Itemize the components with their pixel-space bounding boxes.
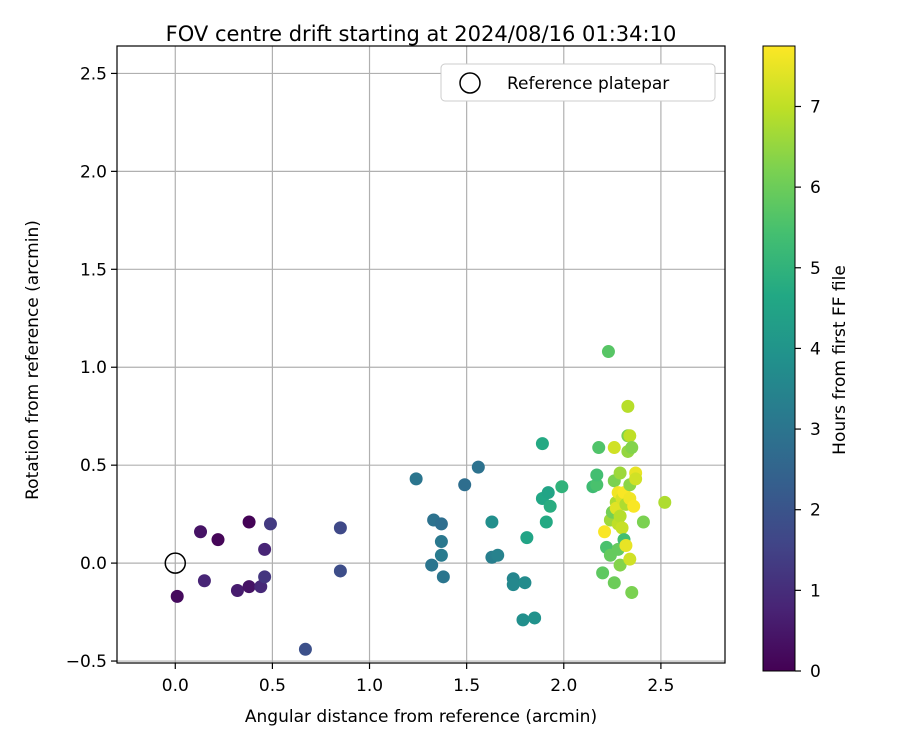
data-point: [425, 558, 439, 572]
data-point: [613, 558, 627, 572]
data-point: [636, 515, 650, 529]
data-point: [607, 441, 621, 455]
data-point: [263, 517, 277, 531]
data-point: [458, 478, 472, 492]
data-point: [621, 399, 635, 413]
data-point: [516, 613, 530, 627]
data-point: [607, 576, 621, 590]
data-point: [491, 548, 505, 562]
colorbar-tick-label: 3: [810, 420, 821, 440]
colorbar-tick-label: 2: [810, 501, 821, 521]
y-tick-label: 1.0: [80, 358, 107, 378]
data-point: [506, 578, 520, 592]
data-point: [485, 515, 499, 529]
data-point: [528, 611, 542, 625]
data-point: [436, 570, 450, 584]
reference-platepar-marker: [164, 552, 187, 574]
colorbar-tick-label: 0: [810, 662, 821, 682]
y-tick-label: 2.5: [80, 64, 107, 84]
x-axis-label: Angular distance from reference (arcmin): [245, 707, 597, 727]
data-point: [629, 472, 643, 486]
data-point: [434, 517, 448, 531]
x-tick-label: 1.0: [356, 676, 383, 696]
data-point: [535, 437, 549, 451]
data-point: [211, 533, 225, 547]
data-point: [658, 495, 672, 509]
colorbar-tick-label: 7: [810, 97, 821, 117]
data-point: [613, 466, 627, 480]
y-axis-label: Rotation from reference (arcmin): [23, 220, 43, 500]
x-tick-label: 1.5: [453, 676, 480, 696]
data-point: [170, 589, 184, 603]
data-point: [242, 580, 256, 594]
colorbar-tick-label: 1: [810, 581, 821, 601]
data-point: [601, 345, 615, 359]
data-point: [434, 548, 448, 562]
plot-area: [117, 46, 725, 663]
data-point: [254, 580, 268, 594]
y-tick-label: 0.0: [80, 554, 107, 574]
data-point: [625, 585, 639, 599]
y-tick-label: 1.5: [80, 260, 107, 280]
colorbar-label: Hours from first FF file: [830, 265, 850, 455]
data-point: [623, 552, 637, 566]
data-point: [242, 515, 256, 529]
x-tick-label: 0.5: [259, 676, 286, 696]
data-point: [409, 472, 423, 486]
legend-label: Reference platepar: [507, 74, 669, 94]
data-point: [613, 509, 627, 523]
data-point: [596, 566, 610, 580]
data-point: [197, 574, 211, 588]
data-point: [539, 515, 553, 529]
data-point: [333, 564, 347, 578]
y-tick-label: 2.0: [80, 162, 107, 182]
legend-reference-marker: [459, 72, 481, 94]
x-tick-label: 2.5: [647, 676, 674, 696]
plot-frame: [116, 45, 726, 664]
y-tick-label: −0.5: [66, 652, 107, 672]
legend-box: [440, 63, 716, 102]
x-tick-label: 0.0: [162, 676, 189, 696]
data-point: [194, 525, 208, 539]
data-point: [627, 499, 641, 513]
data-point: [590, 478, 604, 492]
data-point: [520, 531, 534, 545]
data-point: [619, 538, 633, 552]
chart-title: FOV centre drift starting at 2024/08/16 …: [166, 22, 677, 46]
scatter-points: [170, 345, 672, 656]
data-point: [298, 642, 312, 656]
data-point: [615, 521, 629, 535]
colorbar: [762, 45, 796, 672]
data-point: [543, 499, 557, 513]
data-point: [623, 429, 637, 443]
data-point: [258, 570, 272, 584]
colorbar-tick-label: 4: [810, 339, 821, 359]
colorbar-tick-label: 5: [810, 259, 821, 279]
data-point: [471, 460, 485, 474]
y-tick-label: 0.5: [80, 456, 107, 476]
legend: Reference platepar: [440, 63, 716, 102]
data-point: [590, 468, 604, 482]
data-point: [625, 441, 639, 455]
data-point: [518, 576, 532, 590]
data-point: [434, 535, 448, 549]
data-point: [555, 480, 569, 494]
data-point: [230, 584, 244, 598]
y-axis-ticks: −0.5 0.0 0.5 1.0 1.5 2.0 2.5: [66, 64, 117, 672]
x-axis-ticks: 0.0 0.5 1.0 1.5 2.0 2.5: [162, 663, 674, 696]
x-tick-label: 2.0: [550, 676, 577, 696]
data-point: [258, 542, 272, 556]
data-point: [592, 441, 606, 455]
colorbar-ticks: 0 1 2 3 4 5 6 7: [795, 97, 821, 682]
data-point: [541, 486, 555, 500]
colorbar-tick-label: 6: [810, 178, 821, 198]
data-point: [598, 525, 612, 539]
data-point: [333, 521, 347, 535]
